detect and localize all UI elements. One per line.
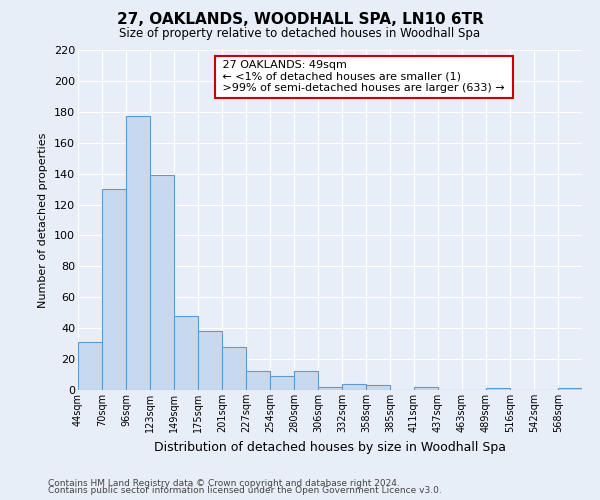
X-axis label: Distribution of detached houses by size in Woodhall Spa: Distribution of detached houses by size … <box>154 440 506 454</box>
Text: Contains HM Land Registry data © Crown copyright and database right 2024.: Contains HM Land Registry data © Crown c… <box>48 478 400 488</box>
Bar <box>174 316 198 390</box>
Bar <box>78 342 102 390</box>
Bar <box>150 175 174 390</box>
Bar <box>198 332 222 390</box>
Bar <box>558 388 582 390</box>
Bar <box>318 387 342 390</box>
Text: 27, OAKLANDS, WOODHALL SPA, LN10 6TR: 27, OAKLANDS, WOODHALL SPA, LN10 6TR <box>116 12 484 28</box>
Text: Contains public sector information licensed under the Open Government Licence v3: Contains public sector information licen… <box>48 486 442 495</box>
Bar <box>102 189 126 390</box>
Y-axis label: Number of detached properties: Number of detached properties <box>38 132 49 308</box>
Bar <box>222 346 246 390</box>
Bar <box>126 116 150 390</box>
Bar <box>414 387 438 390</box>
Bar <box>342 384 366 390</box>
Bar <box>270 376 294 390</box>
Bar <box>246 372 270 390</box>
Bar <box>486 388 510 390</box>
Bar <box>294 372 318 390</box>
Text: Size of property relative to detached houses in Woodhall Spa: Size of property relative to detached ho… <box>119 28 481 40</box>
Text: 27 OAKLANDS: 49sqm
 ← <1% of detached houses are smaller (1)
 >99% of semi-detac: 27 OAKLANDS: 49sqm ← <1% of detached hou… <box>219 60 508 94</box>
Bar <box>366 386 390 390</box>
